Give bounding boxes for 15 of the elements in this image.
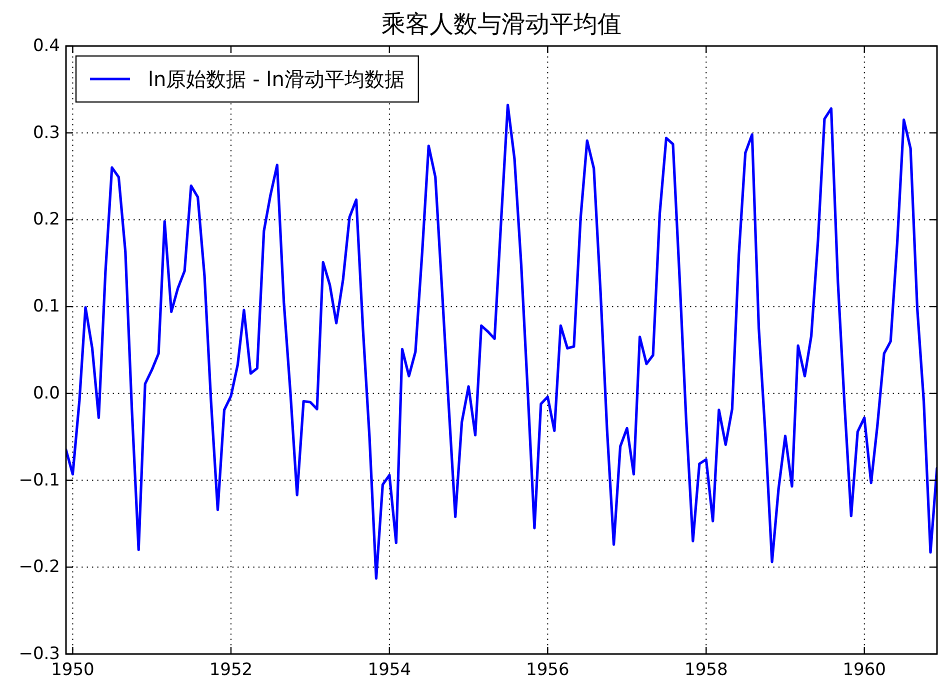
- y-tick-label: −0.2: [18, 557, 60, 578]
- x-tick-label: 1960: [842, 660, 886, 680]
- legend-label: ln原始数据 - ln滑动平均数据: [148, 67, 404, 91]
- legend: ln原始数据 - ln滑动平均数据: [75, 55, 419, 103]
- x-tick-label: 1954: [368, 660, 412, 680]
- y-tick-label: −0.1: [18, 470, 60, 490]
- y-tick-label: 0.1: [32, 296, 60, 317]
- y-tick-label: 0.0: [32, 383, 60, 404]
- y-tick-label: 0.3: [32, 122, 60, 143]
- y-tick-label: 0.2: [32, 210, 60, 230]
- x-tick-label: 1958: [684, 660, 728, 680]
- chart-title: 乘客人数与滑动平均值: [382, 10, 622, 38]
- x-tick-label: 1952: [209, 660, 253, 680]
- x-tick-label: 1956: [526, 660, 570, 680]
- y-tick-label: 0.4: [32, 36, 60, 56]
